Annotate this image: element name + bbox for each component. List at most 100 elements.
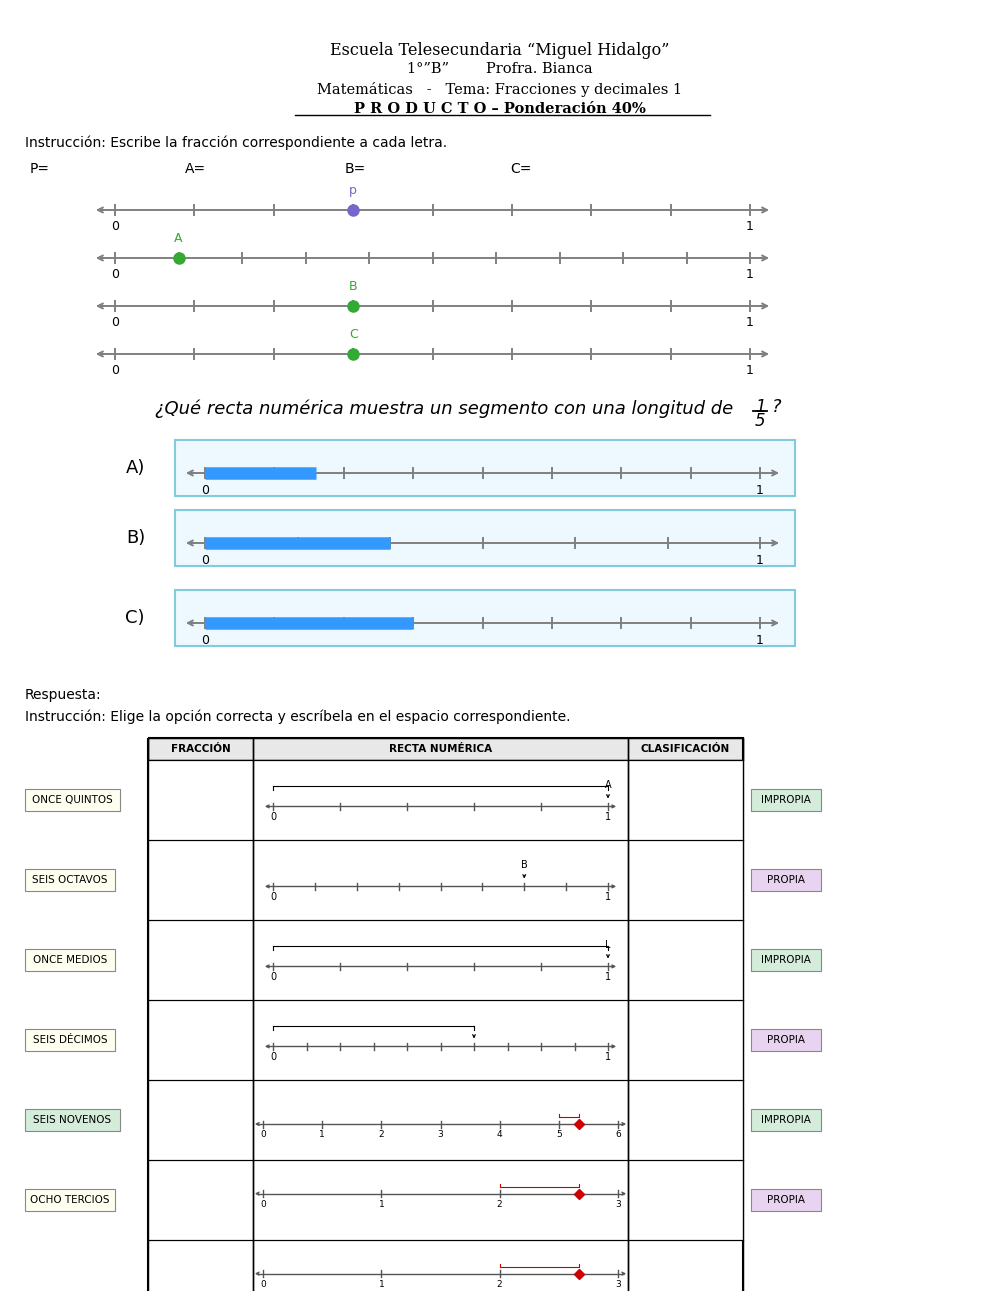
Text: CLASIFICACIÓN: CLASIFICACIÓN [641,744,730,754]
Text: B: B [349,280,357,293]
Text: 5: 5 [755,412,765,430]
Text: 1: 1 [746,316,754,329]
Text: 3: 3 [615,1199,621,1208]
Text: 1: 1 [746,269,754,281]
Text: 2: 2 [497,1199,502,1208]
Text: 0: 0 [201,554,209,567]
Bar [148,1161,743,1239]
Text: Escuela Telesecundaria “Miguel Hidalgo”: Escuela Telesecundaria “Miguel Hidalgo” [330,43,670,59]
Text: ¿Qué recta numérica muestra un segmento con una longitud de: ¿Qué recta numérica muestra un segmento … [155,400,739,418]
Text: 0: 0 [260,1130,266,1139]
Text: RECTA NUMÉRICA: RECTA NUMÉRICA [389,744,492,754]
Text: P R O D U C T O – Ponderación 40%: P R O D U C T O – Ponderación 40% [354,102,646,116]
Text: 1: 1 [319,1130,325,1139]
Text: PROPIA: PROPIA [767,875,805,886]
Text: 0: 0 [260,1279,266,1288]
Text: A): A) [126,460,145,476]
Text: SEIS OCTAVOS: SEIS OCTAVOS [32,875,108,886]
Text: 1: 1 [756,484,764,497]
Bar [25,869,115,891]
Bar [751,1029,821,1051]
Bar [148,738,743,1291]
Text: 0: 0 [111,316,119,329]
Text: L: L [605,940,611,950]
Text: ONCE MEDIOS: ONCE MEDIOS [33,955,107,964]
Text: ?: ? [772,398,782,416]
Bar [751,949,821,971]
Text: 1: 1 [378,1199,384,1208]
Text: 5: 5 [556,1130,562,1139]
Text: 1: 1 [756,634,764,647]
Text: 1: 1 [746,364,754,377]
Text: SEIS DÉCIMOS: SEIS DÉCIMOS [33,1035,107,1044]
Bar [25,1029,115,1051]
Text: 1: 1 [746,219,754,232]
Text: Matemáticas   -   Tema: Fracciones y decimales 1: Matemáticas - Tema: Fracciones y decimal… [317,83,683,97]
Bar [25,949,115,971]
Text: 3: 3 [615,1279,621,1288]
Bar [25,1189,115,1211]
Text: 0: 0 [270,1052,276,1062]
Bar [25,1109,120,1131]
Text: 1: 1 [755,398,765,416]
Text: IMPROPIA: IMPROPIA [761,795,811,806]
Text: 1: 1 [605,972,611,982]
Text: 0: 0 [111,269,119,281]
Text: 3: 3 [438,1130,443,1139]
Text: 6: 6 [615,1130,621,1139]
Bar [148,840,743,920]
Text: B): B) [126,529,145,547]
Text: Instrucción: Elige la opción correcta y escríbela en el espacio correspondiente.: Instrucción: Elige la opción correcta y … [25,710,570,724]
Text: FRACCIÓN: FRACCIÓN [171,744,230,754]
Text: 2: 2 [497,1279,502,1288]
Text: 0: 0 [201,634,209,647]
Bar [148,760,743,840]
Bar [25,789,120,811]
Text: A: A [605,780,611,790]
Text: B=: B= [345,161,366,176]
Text: 0: 0 [270,812,276,822]
Text: C=: C= [510,161,531,176]
Text: 2: 2 [379,1130,384,1139]
Text: 0: 0 [111,219,119,232]
Text: SEIS NOVENOS: SEIS NOVENOS [33,1115,112,1124]
Text: Instrucción: Escribe la fracción correspondiente a cada letra.: Instrucción: Escribe la fracción corresp… [25,136,447,150]
Text: C: C [349,328,358,341]
Text: 0: 0 [111,364,119,377]
Bar [751,1189,821,1211]
Text: OCHO TERCIOS: OCHO TERCIOS [30,1195,110,1205]
Text: 0: 0 [270,892,276,902]
Text: 1: 1 [378,1279,384,1288]
Text: p: p [349,185,357,198]
Text: A=: A= [185,161,206,176]
Text: ONCE QUINTOS: ONCE QUINTOS [32,795,113,806]
Text: 4: 4 [497,1130,502,1139]
Bar [751,789,821,811]
Text: 0: 0 [260,1199,266,1208]
Text: A: A [174,232,183,245]
Bar [751,869,821,891]
Text: IMPROPIA: IMPROPIA [761,955,811,964]
Text: 0: 0 [201,484,209,497]
Bar [175,510,795,565]
Text: B: B [521,860,528,870]
Bar [148,1001,743,1081]
Text: 1: 1 [605,892,611,902]
Text: P=: P= [30,161,50,176]
Text: IMPROPIA: IMPROPIA [761,1115,811,1124]
Bar [148,738,743,760]
Text: 1°”B”        Profra. Bianca: 1°”B” Profra. Bianca [407,62,593,76]
Text: 1: 1 [605,1052,611,1062]
Text: 1: 1 [756,554,764,567]
Text: 0: 0 [270,972,276,982]
Text: C): C) [126,609,145,627]
Text: PROPIA: PROPIA [767,1195,805,1205]
Bar [175,590,795,646]
Bar [175,440,795,496]
Bar [148,1081,743,1161]
Text: Respuesta:: Respuesta: [25,688,102,702]
Bar [751,1109,821,1131]
Text: 1: 1 [605,812,611,822]
Bar [148,920,743,1001]
Text: PROPIA: PROPIA [767,1035,805,1044]
